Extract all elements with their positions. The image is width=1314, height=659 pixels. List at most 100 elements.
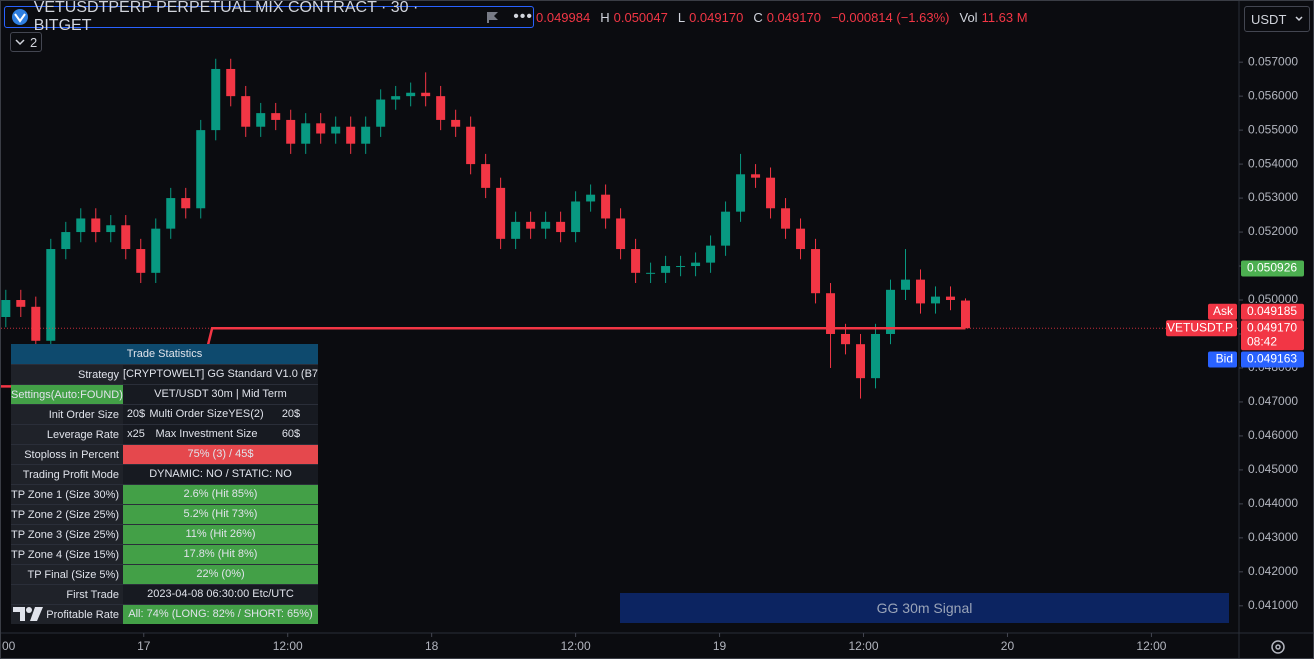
candle-body <box>436 96 446 120</box>
candle-body <box>945 296 955 301</box>
candle-body <box>766 177 776 209</box>
candle-body <box>166 198 176 229</box>
table-row: Trading Profit Mode DYNAMIC: NO / STATIC:… <box>11 464 318 484</box>
y-tick-label: 0.055000 <box>1248 122 1298 136</box>
price-badge-label: 0.049170 <box>1247 320 1297 334</box>
row-values: 11% (Hit 26%) <box>123 524 318 544</box>
ohlc-legend: 0.049984 H 0.050047 L 0.049170 C 0.049170 −… <box>536 10 1034 25</box>
row-cell: VET/USDT 30m | Mid Term <box>154 388 287 400</box>
price-badge <box>1241 303 1304 320</box>
candle-body <box>106 225 116 233</box>
candle-body <box>826 293 836 334</box>
candle-body <box>346 126 356 144</box>
candle-body <box>511 221 521 239</box>
row-values: 20$ Multi Order SizeYES(2) 20$ <box>123 404 318 424</box>
y-tick-label: 0.047000 <box>1248 394 1298 408</box>
price-badge-name-bg <box>1166 320 1237 337</box>
row-cell: [CRYPTOWELT] GG Standard V1.0 (B71) <box>123 368 318 380</box>
candle-body <box>151 228 161 273</box>
candle-body <box>421 92 431 97</box>
x-tick-label: 00 <box>2 639 16 653</box>
table-title: Trade Statistics <box>11 344 318 364</box>
candle-body <box>46 249 56 341</box>
candle-body <box>526 221 536 229</box>
candle-body <box>331 126 341 134</box>
y-tick-label: 0.043000 <box>1248 530 1298 544</box>
candle-body <box>661 266 671 273</box>
flag-icon[interactable] <box>485 10 501 24</box>
candle-body <box>886 289 896 334</box>
symbol-icon <box>12 9 28 25</box>
y-tick-label: 0.041000 <box>1248 598 1298 612</box>
row-label: Strategy <box>11 364 123 384</box>
price-badge-label: 0.049185 <box>1247 304 1297 318</box>
x-tick-label: 12:00 <box>273 639 303 653</box>
candle-body <box>601 194 611 219</box>
x-tick-label: 12:00 <box>561 639 591 653</box>
row-values: 17.8% (Hit 8%) <box>123 544 318 564</box>
candle-body <box>301 123 311 144</box>
y-tick-label: 0.054000 <box>1248 156 1298 170</box>
candle-body <box>781 208 791 229</box>
currency-select[interactable]: USDT <box>1244 6 1310 32</box>
table-row: TP Zone 2 (Size 25%) 5.2% (Hit 73%) <box>11 504 318 524</box>
row-cell: Multi Order SizeYES(2) <box>149 408 264 420</box>
candle-body <box>316 123 326 134</box>
more-icon[interactable]: ••• <box>513 8 534 25</box>
price-badge <box>1241 351 1304 368</box>
close-value: 0.049170 <box>766 10 821 25</box>
y-tick-label: 0.045000 <box>1248 462 1298 476</box>
row-label: TP Zone 4 (Size 15%) <box>11 544 123 564</box>
tv-logo[interactable] <box>13 605 45 623</box>
chevron-icon <box>1295 16 1303 22</box>
candle-body <box>481 164 491 188</box>
x-tick-label: 17 <box>137 639 151 653</box>
row-label: Init Order Size <box>11 404 123 424</box>
candle-body <box>136 249 146 273</box>
indicator-toggle[interactable]: 2 <box>10 32 42 52</box>
table-row: TP Zone 1 (Size 30%) 2.6% (Hit 85%) <box>11 484 318 504</box>
symbol-header[interactable]: VETUSDTPERP PERPETUAL MIX CONTRACT · 30 … <box>4 1 534 34</box>
row-values: 75% (3) / 45$ <box>123 444 318 464</box>
row-cell: 60$ <box>281 428 301 440</box>
row-label: TP Zone 1 (Size 30%) <box>11 484 123 504</box>
row-values: 5.2% (Hit 73%) <box>123 504 318 524</box>
y-tick-label: 0.057000 <box>1248 54 1298 68</box>
y-tick-label: 0.052000 <box>1248 224 1298 238</box>
row-cell: All: 74% (LONG: 82% / SHORT: 65%) <box>128 608 313 620</box>
row-values: VET/USDT 30m | Mid Term <box>123 384 318 404</box>
x-tick-label: 18 <box>425 639 439 653</box>
row-label: Trading Profit Mode <box>11 464 123 484</box>
price-badge-name-bg <box>1208 303 1237 320</box>
candle-body <box>721 211 731 246</box>
row-cell: 11% (Hit 26%) <box>185 528 256 540</box>
change-value: −0.000814 (−1.63%) <box>830 10 950 25</box>
candle-body <box>211 68 221 131</box>
y-tick-label: 0.053000 <box>1248 190 1298 204</box>
row-values: x25 Max Investment Size 60$ <box>123 424 318 444</box>
candle-body <box>451 119 461 127</box>
price-badge <box>1241 260 1304 277</box>
row-values: [CRYPTOWELT] GG Standard V1.0 (B71) <box>123 364 318 384</box>
row-values: 2023-04-08 06:30:00 Etc/UTC <box>123 584 318 604</box>
candle-body <box>196 130 206 209</box>
low-label: L <box>677 10 686 25</box>
row-cell: 75% (3) / 45$ <box>187 448 254 460</box>
table-row: TP Zone 4 (Size 15%) 17.8% (Hit 8%) <box>11 544 318 564</box>
table-row: Init Order Size 20$ Multi Order SizeYES(2)… <box>11 404 318 424</box>
price-badge-label: 0.049163 <box>1247 352 1297 366</box>
y-tick-label: 0.056000 <box>1248 88 1298 102</box>
candle-body <box>16 300 26 307</box>
candle-body <box>466 126 476 165</box>
y-tick-label: 0.050000 <box>1248 292 1298 306</box>
chevron-icon <box>15 39 25 46</box>
price-badge-name-bg <box>1208 351 1237 368</box>
candle-body <box>631 249 641 273</box>
candle-body <box>616 218 626 250</box>
vol-value: 11.63 M <box>981 10 1028 25</box>
row-label: TP Zone 2 (Size 25%) <box>11 504 123 524</box>
candle-body <box>1 300 11 317</box>
settings-icon[interactable] <box>1271 640 1285 654</box>
row-label: Stoploss in Percent <box>11 444 123 464</box>
